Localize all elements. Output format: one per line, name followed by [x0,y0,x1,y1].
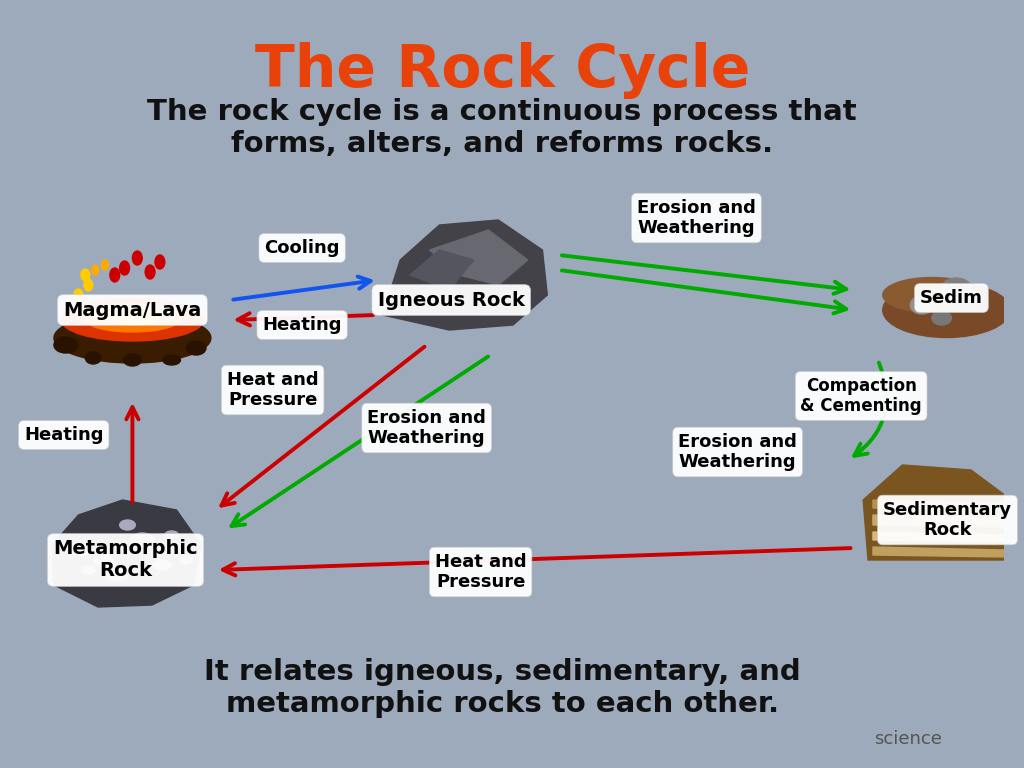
Ellipse shape [153,560,171,570]
Ellipse shape [165,531,178,539]
Polygon shape [872,532,1006,542]
Ellipse shape [54,337,78,353]
Text: science: science [873,730,942,748]
Text: Erosion and
Weathering: Erosion and Weathering [368,409,486,448]
Polygon shape [872,515,1006,527]
Text: Magma/Lava: Magma/Lava [63,300,202,319]
Ellipse shape [932,311,951,325]
Ellipse shape [120,520,135,530]
Ellipse shape [120,261,129,275]
Text: Sedim: Sedim [920,289,983,307]
Text: Cooling: Cooling [264,239,340,257]
Polygon shape [410,250,474,290]
Polygon shape [430,230,527,285]
Polygon shape [872,500,1006,510]
Polygon shape [383,220,547,330]
Ellipse shape [92,265,98,275]
Ellipse shape [74,289,83,301]
Ellipse shape [132,251,142,265]
Polygon shape [863,465,1018,560]
Text: The Rock Cycle: The Rock Cycle [255,42,750,99]
Text: Metamorphic
Rock: Metamorphic Rock [53,539,198,581]
Ellipse shape [186,341,206,355]
Ellipse shape [110,268,120,282]
Text: Erosion and
Weathering: Erosion and Weathering [637,199,756,237]
Ellipse shape [130,533,154,547]
Ellipse shape [124,354,141,366]
Text: Heat and
Pressure: Heat and Pressure [227,371,318,409]
Text: The rock cycle is a continuous process that
forms, alters, and reforms rocks.: The rock cycle is a continuous process t… [147,98,857,158]
Text: It relates igneous, sedimentary, and
metamorphic rocks to each other.: It relates igneous, sedimentary, and met… [204,658,801,718]
Ellipse shape [961,294,982,310]
Ellipse shape [180,556,193,564]
Text: Sedimentary
Rock: Sedimentary Rock [883,501,1012,539]
Ellipse shape [941,278,972,302]
Ellipse shape [155,255,165,269]
Ellipse shape [101,260,109,270]
Ellipse shape [883,277,981,313]
Ellipse shape [145,265,155,279]
Ellipse shape [82,566,95,574]
Ellipse shape [81,269,90,281]
Ellipse shape [61,299,204,341]
Ellipse shape [76,545,91,555]
Polygon shape [872,547,1006,557]
Ellipse shape [93,554,113,566]
Ellipse shape [105,307,160,325]
Ellipse shape [83,304,181,332]
Polygon shape [52,500,201,607]
Text: Compaction
& Cementing: Compaction & Cementing [801,376,922,415]
Ellipse shape [54,313,211,363]
Ellipse shape [106,569,128,581]
Ellipse shape [85,352,101,364]
Ellipse shape [883,283,1011,337]
Text: Heat and
Pressure: Heat and Pressure [435,553,526,591]
Ellipse shape [163,355,180,365]
Text: Erosion and
Weathering: Erosion and Weathering [678,432,797,472]
Text: Heating: Heating [262,316,342,334]
Ellipse shape [910,296,934,314]
Ellipse shape [84,279,93,291]
Text: Igneous Rock: Igneous Rock [378,290,524,310]
Text: Heating: Heating [24,426,103,444]
